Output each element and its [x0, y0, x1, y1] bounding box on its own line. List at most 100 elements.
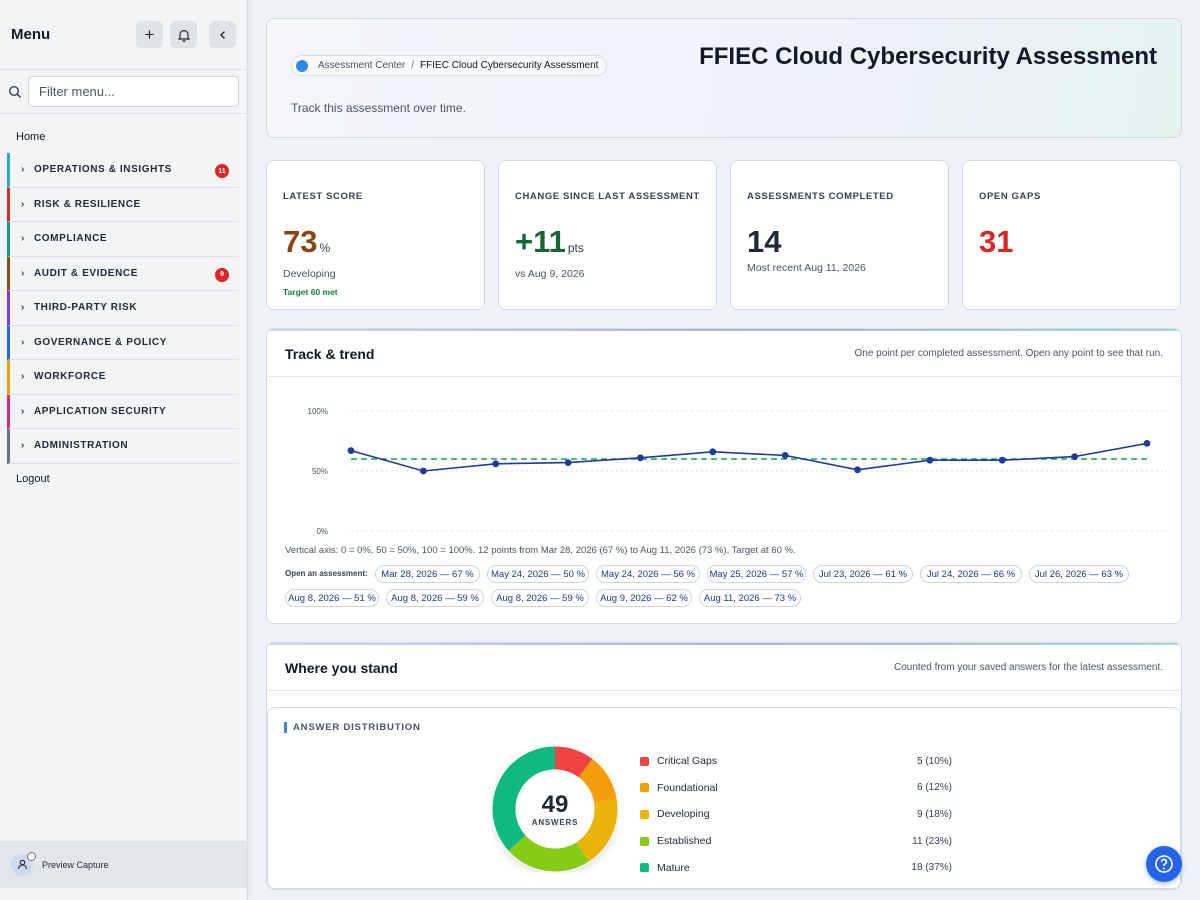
latest-score-value: 73: [283, 224, 318, 259]
assessment-chip[interactable]: Aug 8, 2026 — 59 %: [386, 589, 484, 607]
help-icon: [1155, 855, 1173, 873]
sidebar-item-audit-evidence[interactable]: › AUDIT & EVIDENCE 9: [7, 256, 239, 291]
total-answers: 49: [541, 790, 569, 818]
data-point[interactable]: [1143, 440, 1151, 447]
trend-chart: 100% 50% 0%: [267, 377, 1181, 547]
completed-card: ASSESSMENTS COMPLETED 14 Most recent Aug…: [730, 160, 949, 310]
assessment-chip[interactable]: Aug 8, 2026 — 51 %: [285, 589, 379, 607]
legend-value: 5 (10%): [916, 755, 952, 767]
legend-swatch: [640, 756, 649, 766]
legend-item: Developing 9 (18%): [640, 801, 952, 828]
change-comparison: vs Aug 9, 2026: [515, 268, 585, 280]
donut-svg: [491, 745, 619, 873]
chevron-right-icon: ›: [21, 371, 25, 383]
legend-value: 18 (37%): [911, 862, 952, 874]
assessment-chip[interactable]: Aug 11, 2026 — 73 %: [699, 589, 801, 607]
legend-swatch: [640, 809, 649, 819]
data-point[interactable]: [419, 467, 427, 475]
sidebar-item-label: OPERATIONS & INSIGHTS: [33, 164, 172, 176]
assessment-chip[interactable]: May 25, 2026 — 57 %: [707, 565, 806, 583]
y-tick-label: 100%: [308, 407, 328, 416]
assessment-chip[interactable]: Jul 23, 2026 — 61 %: [813, 565, 913, 583]
assessment-chip[interactable]: Jul 26, 2026 — 63 %: [1029, 565, 1129, 583]
nav-home[interactable]: Home: [16, 131, 46, 143]
help-button[interactable]: [1146, 846, 1182, 882]
sidebar-item-application-security[interactable]: › APPLICATION SECURITY: [7, 394, 239, 429]
search-icon: [8, 85, 22, 98]
page-subtitle: Track this assessment over time.: [291, 101, 466, 115]
logout-link[interactable]: Logout: [16, 472, 50, 485]
count-badge: 11: [215, 164, 229, 178]
panel-note: Counted from your saved answers for the …: [893, 662, 1163, 673]
chevron-right-icon: ›: [21, 233, 25, 245]
sidebar-title: Menu: [11, 26, 51, 43]
latest-score-level: Developing: [283, 268, 336, 280]
sidebar-footer-user[interactable]: Preview Capture: [0, 841, 247, 888]
sidebar-item-operations-insights[interactable]: › OPERATIONS & INSIGHTS 11: [7, 153, 239, 188]
page-title: FFIEC Cloud Cybersecurity Assessment: [699, 43, 1157, 70]
plus-icon: +: [144, 24, 155, 44]
assessment-chip[interactable]: Jul 24, 2026 — 66 %: [920, 565, 1022, 583]
data-point[interactable]: [781, 452, 789, 459]
donut-hole: [515, 769, 595, 849]
answer-donut: 49 ANSWERS: [491, 745, 619, 873]
data-point[interactable]: [347, 447, 355, 454]
latest-score-value-row: 73%: [283, 224, 468, 266]
sidebar-item-risk-resilience[interactable]: › RISK & RESILIENCE: [7, 187, 239, 222]
donut-center: 49 ANSWERS: [492, 746, 618, 872]
sidebar-search: [0, 70, 247, 114]
data-point[interactable]: [709, 448, 717, 456]
sidebar-item-administration[interactable]: › ADMINISTRATION: [7, 429, 239, 464]
breadcrumb-current: FFIEC Cloud Cybersecurity Assessment: [420, 60, 599, 71]
y-tick-label: 0%: [316, 527, 328, 536]
add-button[interactable]: +: [136, 21, 163, 48]
assessment-chip[interactable]: Mar 28, 2026 — 67 %: [375, 565, 480, 583]
panel-header: Track & trend One point per completed as…: [267, 331, 1181, 377]
open-gaps-value: 31: [979, 224, 1014, 259]
collapse-sidebar-button[interactable]: [209, 21, 236, 48]
sidebar-item-third-party-risk[interactable]: › THIRD-PARTY RISK: [7, 291, 239, 326]
data-point[interactable]: [998, 456, 1006, 464]
sidebar-item-governance-policy[interactable]: › GOVERNANCE & POLICY: [7, 325, 239, 360]
count-badge: 9: [215, 267, 229, 282]
legend-name: Critical Gaps: [657, 755, 718, 768]
sidebar-item-label: RISK & RESILIENCE: [33, 198, 141, 210]
filter-menu-input[interactable]: [28, 76, 239, 107]
assessment-chip[interactable]: May 24, 2026 — 50 %: [487, 565, 589, 583]
sidebar-item-compliance[interactable]: › COMPLIANCE: [7, 222, 239, 257]
data-point[interactable]: [1071, 453, 1079, 460]
legend-swatch: [640, 783, 649, 793]
legend-item: Foundational 6 (12%): [640, 775, 952, 802]
assessment-chip[interactable]: Aug 8, 2026 — 59 %: [491, 589, 589, 607]
sidebar-item-label: GOVERNANCE & POLICY: [33, 336, 168, 348]
open-gaps-card: OPEN GAPS 31: [962, 160, 1181, 310]
donut-slice: [492, 746, 618, 872]
footer-user-name: Preview Capture: [42, 859, 109, 870]
legend-item: Critical Gaps 5 (10%): [640, 748, 952, 775]
sidebar-item-workforce[interactable]: › WORKFORCE: [7, 360, 239, 395]
axis-description: Vertical axis: 0 = 0%, 50 = 50%, 100 = 1…: [285, 545, 796, 556]
assessment-chip[interactable]: Aug 9, 2026 — 62 %: [596, 589, 692, 607]
stat-cards: LATEST SCORE 73% Developing Target 60 me…: [266, 160, 1182, 310]
chevron-left-icon: [219, 30, 225, 39]
panel-accent: [267, 329, 1181, 331]
data-point[interactable]: [492, 460, 500, 468]
data-point[interactable]: [637, 454, 644, 462]
distribution-label: ANSWER DISTRIBUTION: [284, 722, 421, 733]
data-point[interactable]: [926, 456, 934, 464]
data-point[interactable]: [854, 466, 861, 474]
breadcrumb-root[interactable]: Assessment Center: [318, 60, 406, 71]
chevron-right-icon: ›: [21, 405, 25, 417]
assessment-chip[interactable]: May 24, 2026 — 56 %: [596, 565, 700, 583]
panel-note: One point per completed assessment. Open…: [854, 348, 1163, 359]
sidebar: Menu + Home › OPERATIONS & INSIGHTS 11 › RIS…: [0, 0, 248, 900]
data-point[interactable]: [564, 459, 572, 466]
target-status: Target 60 met: [283, 287, 338, 297]
hero-header: Assessment Center / FFIEC Cloud Cybersec…: [266, 18, 1182, 138]
legend-name: Established: [657, 835, 712, 848]
donut-slice: [492, 746, 618, 872]
panel-title: Where you stand: [285, 659, 398, 676]
notifications-button[interactable]: [170, 21, 197, 48]
where-you-stand-panel: Where you stand Counted from your saved …: [266, 642, 1182, 890]
nav-list: › OPERATIONS & INSIGHTS 11 › RISK & RESILIEN…: [0, 153, 247, 464]
